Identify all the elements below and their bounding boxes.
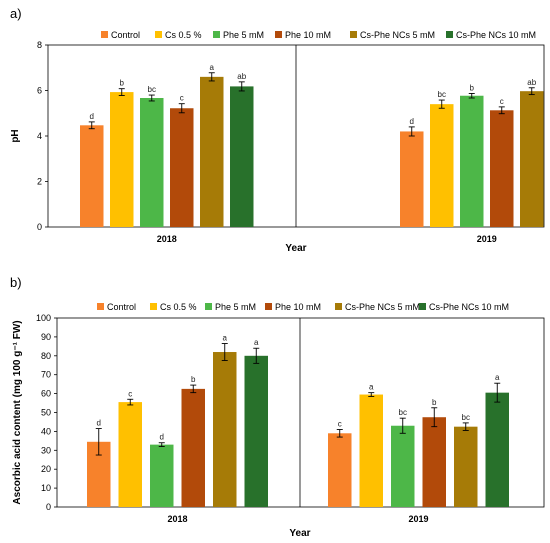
legend-swatch [350,31,357,38]
bar [460,95,484,227]
legend-swatch [335,303,342,310]
bar [422,417,446,507]
legend-label: Control [107,302,136,312]
y-tick-label: 0 [46,502,51,512]
legend-swatch [275,31,282,38]
significance-letter: bc [462,413,470,422]
bar [170,108,194,227]
legend-label: Cs-Phe NCs 5 mM [345,302,420,312]
significance-letter: a [369,383,374,392]
legend-label: Phe 5 mM [223,30,264,40]
legend-swatch [419,303,426,310]
y-tick-label: 20 [41,464,51,474]
bar [200,76,224,227]
legend-swatch [205,303,212,310]
bar [181,388,205,507]
bar [454,426,478,507]
legend-swatch [213,31,220,38]
significance-letter: b [191,375,196,384]
legend-label: Cs-Phe NCs 5 mM [360,30,435,40]
bar [490,110,514,227]
y-axis-label: pH [10,129,21,142]
y-tick-label: 10 [41,483,51,493]
significance-letter: bc [399,408,407,417]
significance-letter: a [495,373,500,382]
significance-letter: b [120,79,125,88]
significance-letter: bc [148,85,156,94]
y-tick-label: 100 [36,313,51,323]
significance-letter: c [180,94,184,103]
significance-letter: ab [237,72,246,81]
significance-letter: d [90,112,94,121]
legend-swatch [265,303,272,310]
y-tick-label: 8 [37,40,42,50]
bar [391,425,415,507]
legend-swatch [97,303,104,310]
bar [150,444,174,507]
significance-letter: c [128,389,132,398]
bar [87,441,111,507]
legend-label: Cs 0.5 % [160,302,197,312]
bar [359,394,383,507]
y-axis-label: Ascorbic acid content (mg 100 g⁻¹ FW) [12,320,23,504]
y-tick-label: 50 [41,408,51,418]
significance-letter: b [470,83,475,92]
y-tick-label: 70 [41,370,51,380]
significance-letter: d [97,419,101,428]
significance-letter: a [254,338,259,347]
significance-letter: bc [438,90,446,99]
panel-label: b) [10,275,22,290]
significance-letter: d [410,117,414,126]
x-axis-label: Year [285,243,306,254]
significance-letter: b [432,398,437,407]
significance-letter: c [338,420,342,429]
bar [244,355,268,507]
legend-label: Phe 10 mM [275,302,321,312]
y-tick-label: 80 [41,351,51,361]
bar [140,98,164,227]
bar [328,433,352,507]
significance-letter: d [160,433,164,442]
y-tick-label: 6 [37,86,42,96]
x-axis-label: Year [289,528,310,539]
legend-label: Phe 5 mM [215,302,256,312]
legend-swatch [101,31,108,38]
significance-letter: a [223,334,228,343]
y-tick-label: 40 [41,426,51,436]
significance-letter: a [210,63,215,72]
x-category-label: 2018 [167,514,187,524]
legend-label: Phe 10 mM [285,30,331,40]
bar [430,104,454,227]
y-tick-label: 0 [37,222,42,232]
bar [110,92,134,227]
bar [213,352,237,507]
legend-label: Cs 0.5 % [165,30,202,40]
bar [118,402,142,507]
y-tick-label: 90 [41,332,51,342]
chart-panel-b: b) 0 10 20 30 40 50 60 70 80 90 100 Ascorbic acid co… [10,275,545,539]
x-category-label: 2019 [477,234,497,244]
bar [485,392,509,507]
chart-panel-a: a) 0 2 4 6 8 pH Year Control Cs 0.5 % Phe 5 mM Phe … [10,6,545,254]
legend-swatch [155,31,162,38]
y-tick-label: 2 [37,177,42,187]
bar [520,91,544,228]
y-tick-label: 60 [41,389,51,399]
x-category-label: 2019 [408,514,428,524]
significance-letter: c [500,97,504,106]
y-tick-label: 30 [41,445,51,455]
legend-label: Control [111,30,140,40]
bar [230,86,254,227]
legend-swatch [446,31,453,38]
bar [400,131,424,227]
bar [80,125,104,227]
panel-label: a) [10,6,22,21]
legend-label: Cs-Phe NCs 10 mM [429,302,509,312]
x-category-label: 2018 [157,234,177,244]
legend-label: Cs-Phe NCs 10 mM [456,30,536,40]
legend-swatch [150,303,157,310]
y-tick-label: 4 [37,131,42,141]
significance-letter: ab [527,78,536,87]
